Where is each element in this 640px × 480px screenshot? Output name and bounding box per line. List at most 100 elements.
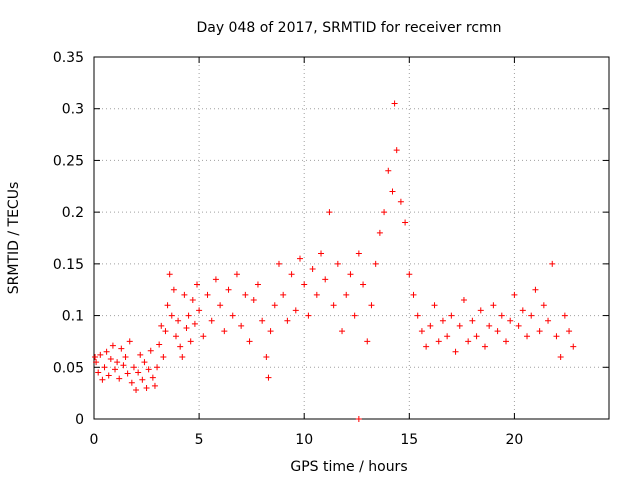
data-point [507, 317, 514, 324]
data-point [128, 379, 135, 386]
data-point [225, 286, 232, 293]
data-point [139, 376, 146, 383]
data-point [465, 338, 472, 345]
data-point [156, 341, 163, 348]
data-point [301, 281, 308, 288]
data-point [217, 302, 224, 309]
data-point [200, 333, 207, 340]
data-point [130, 364, 137, 371]
data-point [418, 328, 425, 335]
x-tick-label: 20 [505, 432, 523, 448]
data-point [265, 374, 272, 381]
data-point [343, 291, 350, 298]
data-point [242, 291, 249, 298]
data-point [149, 374, 156, 381]
data-point [385, 167, 392, 174]
data-point [347, 271, 354, 278]
data-point [532, 286, 539, 293]
data-point [194, 281, 200, 288]
data-point [124, 370, 131, 377]
data-point [360, 281, 367, 288]
y-tick-label: 0 [75, 412, 84, 428]
data-point [120, 362, 127, 369]
y-tick-label: 0.15 [53, 257, 84, 273]
data-point [133, 387, 140, 394]
data-point [92, 353, 99, 360]
data-point [267, 328, 274, 335]
data-point [158, 322, 165, 329]
data-point [126, 338, 133, 345]
data-point [275, 260, 282, 267]
data-point [208, 317, 215, 324]
data-point [545, 317, 552, 324]
data-point [309, 266, 316, 273]
grid-layer [94, 57, 609, 419]
data-point [107, 356, 114, 363]
data-point [97, 351, 104, 358]
data-point [145, 366, 152, 373]
data-point [250, 297, 257, 304]
data-point [372, 260, 379, 267]
data-point [503, 338, 509, 345]
data-point [402, 219, 409, 226]
data-point [364, 338, 371, 345]
data-point [570, 343, 577, 350]
data-point [397, 198, 404, 205]
data-point [196, 307, 203, 314]
data-point [313, 291, 320, 298]
data-point [490, 302, 497, 309]
data-point [566, 328, 573, 335]
data-point [116, 375, 123, 382]
data-point [288, 271, 295, 278]
y-tick-label: 0.3 [62, 102, 84, 118]
data-point [185, 312, 192, 319]
chart-title: Day 048 of 2017, SRMTID for receiver rcm… [196, 20, 501, 36]
data-point [355, 250, 362, 257]
y-tick-label: 0.35 [53, 50, 84, 66]
data-point [515, 322, 522, 329]
data-point [322, 276, 329, 283]
data-point [330, 302, 337, 309]
data-point [164, 302, 171, 309]
data-point [246, 338, 253, 345]
data-point [93, 359, 100, 366]
data-point [540, 302, 547, 309]
data-point [254, 281, 261, 288]
data-point [183, 324, 190, 331]
data-point [481, 343, 488, 350]
y-axis-label: SRMTID / TECUs [6, 182, 22, 295]
data-point [389, 188, 396, 195]
data-point [271, 302, 278, 309]
data-point [305, 312, 312, 319]
data-point [549, 260, 556, 267]
data-point [221, 328, 228, 335]
data-point [376, 229, 383, 236]
data-point [536, 328, 543, 335]
data-point [99, 376, 106, 383]
data-point [524, 333, 531, 340]
data-point [141, 359, 148, 366]
data-point [101, 364, 108, 371]
data-point [103, 348, 110, 355]
data-point [168, 312, 175, 319]
data-point [112, 366, 119, 373]
data-point [297, 255, 303, 262]
data-point [448, 312, 455, 319]
data-point [95, 369, 102, 376]
data-point [212, 276, 219, 283]
data-point [170, 286, 177, 293]
x-tick-label: 10 [295, 432, 313, 448]
data-point [381, 209, 388, 216]
data-point [477, 307, 484, 314]
data-point [189, 297, 196, 304]
data-point [391, 100, 398, 107]
y-tick-label: 0.05 [53, 360, 84, 376]
data-point [326, 209, 333, 216]
data-point [460, 297, 467, 304]
data-point [561, 312, 568, 319]
data-point [355, 416, 362, 422]
points-layer [92, 100, 577, 422]
data-point [162, 328, 169, 335]
data-point [204, 291, 211, 298]
